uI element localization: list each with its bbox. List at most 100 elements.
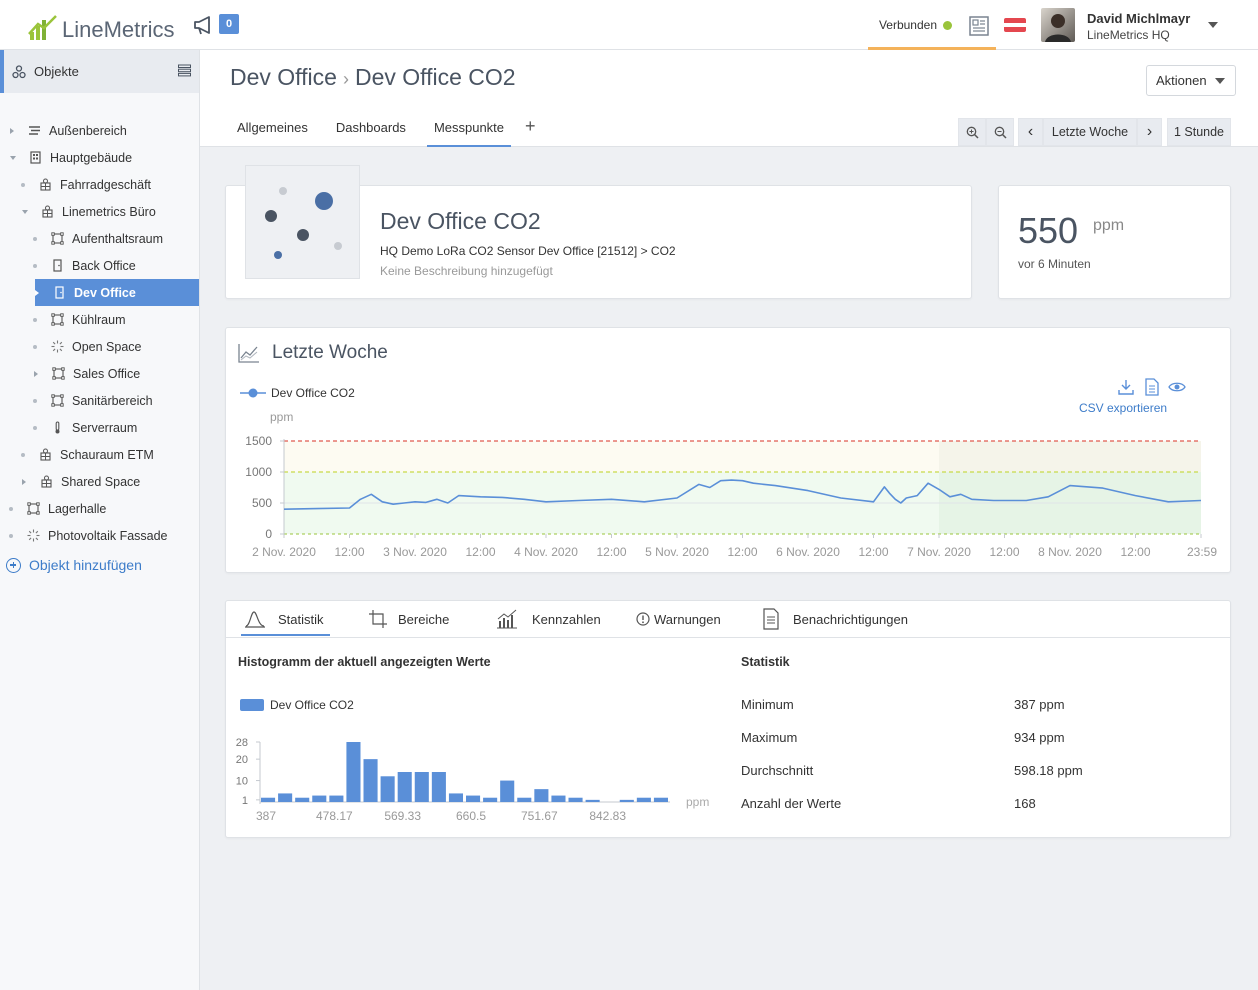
caret-right-icon[interactable] (22, 478, 26, 485)
tree-bullet-icon (33, 236, 37, 241)
histogram-chart[interactable]: 1 10 20 28 387 478.17 569.33 660.5 751.67 842.83 p… (228, 730, 728, 830)
histogram-bar (517, 797, 532, 802)
histogram-bar (653, 797, 668, 802)
zoom-in-icon (966, 126, 979, 139)
add-circle-icon (6, 557, 21, 573)
histogram-legend-label: Dev Office CO2 (270, 698, 354, 712)
sidebar-item-schauraum-etm[interactable]: Schauraum ETM (0, 441, 199, 468)
histogram-bar (261, 797, 276, 802)
interval-select[interactable]: 1 Stunde (1167, 118, 1231, 146)
sidebar-item-open-space[interactable]: Open Space (0, 333, 199, 360)
sensor-path: HQ Demo LoRa CO2 Sensor Dev Office [2151… (380, 244, 676, 258)
tab-benachrichtigungen-label: Benachrichtigungen (793, 611, 908, 627)
language-flag-icon[interactable] (1004, 18, 1026, 32)
histogram-bar (534, 789, 549, 802)
rooms-icon (41, 205, 54, 218)
sidebar-item-label: Sales Office (73, 366, 141, 381)
notification-badge[interactable]: 0 (219, 14, 239, 34)
zoom-in-button[interactable] (958, 118, 986, 146)
linemetrics-logo[interactable]: LineMetrics (28, 12, 174, 42)
y-tick-label: 1500 (245, 434, 272, 448)
histogram-legend[interactable]: Dev Office CO2 (240, 698, 354, 712)
download-icon[interactable] (1117, 378, 1135, 396)
tab-messpunkte[interactable]: Messpunkte (426, 113, 512, 147)
sidebar-item-label: Shared Space (61, 474, 141, 489)
add-tab-plus-icon[interactable]: + (525, 116, 536, 136)
sidebar-item-lagerhalle[interactable]: Lagerhalle (0, 495, 199, 522)
tree-bullet-icon (21, 182, 25, 187)
histogram-bar (363, 759, 378, 802)
connection-label: Verbunden (878, 18, 937, 32)
sidebar-item-serverraum[interactable]: Serverraum (0, 414, 199, 441)
histogram-title: Histogramm der aktuell angezeigten Werte (238, 655, 491, 669)
sidebar-item-label: Aufenthaltsraum (72, 231, 164, 246)
histogram-bar (500, 780, 515, 802)
x-tick-label: 2 Nov. 2020 (252, 545, 316, 559)
stat-value-maximum: 934 ppm (1014, 730, 1065, 745)
caret-down-icon[interactable] (10, 155, 16, 160)
sidebar-item-aufenthaltsraum[interactable]: Aufenthaltsraum (0, 225, 199, 252)
legend-line-icon (240, 388, 266, 398)
x-tick-label: 5 Nov. 2020 (645, 545, 709, 559)
list-menu-icon[interactable] (178, 64, 191, 77)
histogram-bar (448, 793, 463, 802)
tab-allgemeines[interactable]: Allgemeines (237, 120, 308, 135)
period-next-button[interactable]: › (1137, 118, 1162, 146)
tab-kennzahlen[interactable]: Kennzahlen (496, 608, 601, 630)
sidebar-item-sales-office[interactable]: Sales Office (0, 360, 199, 387)
caret-right-icon[interactable] (34, 370, 38, 377)
period-prev-button[interactable]: ‹ (1018, 118, 1043, 146)
avatar[interactable] (1041, 8, 1075, 42)
sidebar-item-photovoltaik-fassade[interactable]: Photovoltaik Fassade (0, 522, 199, 549)
megaphone-icon[interactable] (192, 14, 216, 36)
actions-button[interactable]: Aktionen (1146, 65, 1236, 96)
tab-warnungen[interactable]: Warnungen (636, 608, 721, 630)
csv-export-link[interactable]: CSV exportieren (1079, 401, 1168, 415)
sidebar-item-label: Dev Office (74, 285, 136, 300)
x-tick-label: 6 Nov. 2020 (776, 545, 840, 559)
hist-y-tick-label: 10 (236, 776, 248, 788)
x-tick-label: 12:00 (1120, 545, 1150, 559)
chevron-right-icon: › (1146, 123, 1153, 140)
room-icon (51, 394, 64, 407)
tab-dashboards[interactable]: Dashboards (335, 120, 406, 135)
sidebar-item-linemetrics-büro[interactable]: Linemetrics Büro (0, 198, 199, 225)
tab-benachrichtigungen[interactable]: Benachrichtigungen (762, 608, 908, 630)
co2-line-chart[interactable]: 0 500 1000 1500 2 Nov. 2020 12:00 3 Nov. 2020 1… (238, 430, 1223, 570)
caret-down-icon[interactable] (22, 209, 28, 214)
sidebar-item-shared-space[interactable]: Shared Space (0, 468, 199, 495)
chevron-right-icon: › (342, 69, 349, 89)
sidebar-item-kühlraum[interactable]: Kühlraum (0, 306, 199, 333)
user-name[interactable]: David Michlmayr (1087, 11, 1191, 26)
hist-x-tick-label: 569.33 (384, 809, 421, 823)
breadcrumb-parent[interactable]: Dev Office (230, 64, 337, 90)
caret-right-icon[interactable] (10, 127, 14, 134)
sidebar-item-label: Außenbereich (49, 123, 127, 138)
tree-bullet-icon (33, 425, 37, 430)
caret-right-icon[interactable] (35, 289, 39, 296)
sidebar-item-back-office[interactable]: Back Office (0, 252, 199, 279)
sidebar-item-sanitärbereich[interactable]: Sanitärbereich (0, 387, 199, 414)
tab-statistik[interactable]: Statistik (244, 608, 324, 630)
line-chart-icon (238, 344, 259, 363)
sidebar-item-hauptgebäude[interactable]: Hauptgebäude (0, 144, 199, 171)
sidebar-item-fahrradgeschäft[interactable]: Fahrradgeschäft (0, 171, 199, 198)
chart-legend[interactable]: Dev Office CO2 (240, 386, 355, 400)
tab-bereiche[interactable]: Bereiche (368, 608, 449, 630)
zoom-out-button[interactable] (986, 118, 1014, 146)
sidebar-item-außenbereich[interactable]: Außenbereich (0, 117, 199, 144)
news-icon[interactable] (968, 15, 990, 37)
sidebar-header[interactable]: Objekte (0, 50, 199, 93)
eye-icon[interactable] (1168, 380, 1186, 394)
chart-title: Letzte Woche (272, 342, 388, 363)
user-menu-caret-icon[interactable] (1208, 22, 1218, 28)
histogram-bar (380, 776, 395, 802)
x-tick-label: 12:00 (596, 545, 626, 559)
document-icon[interactable] (1144, 378, 1160, 396)
sensor-title: Dev Office CO2 (380, 208, 541, 234)
x-tick-label: 23:59 (1187, 545, 1217, 559)
sidebar-item-dev-office[interactable]: Dev Office (35, 279, 199, 306)
add-object-button[interactable]: Objekt hinzufügen (6, 557, 142, 573)
user-org[interactable]: LineMetrics HQ (1087, 28, 1170, 42)
period-select[interactable]: Letzte Woche (1043, 118, 1137, 146)
